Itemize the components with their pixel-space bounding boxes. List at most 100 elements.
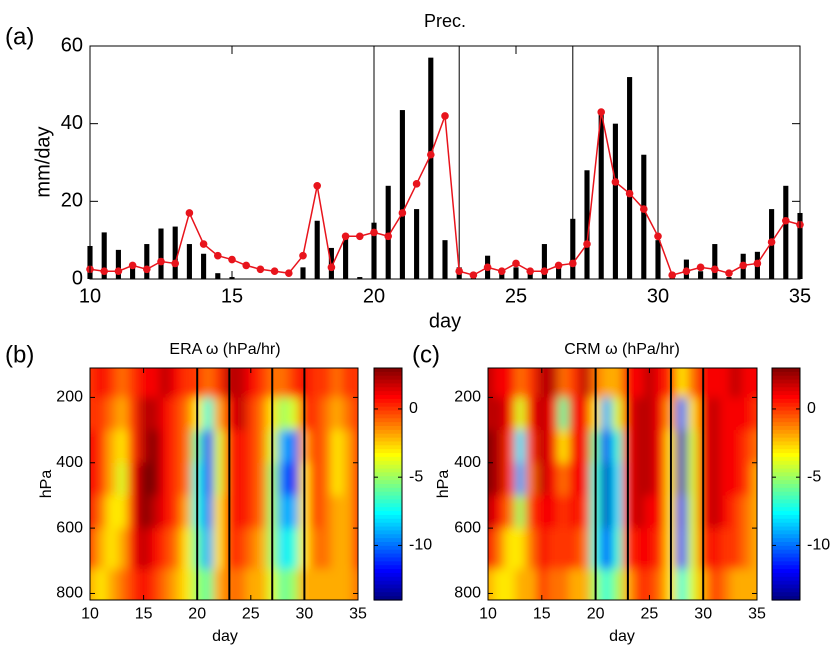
colorbar-segment <box>772 406 800 412</box>
colorbar-segment <box>772 379 800 385</box>
colorbar-segment <box>772 580 800 586</box>
panel-title: ERA ω (hPa/hr) <box>169 341 280 358</box>
colorbar-segment <box>374 449 402 454</box>
colorbar-segment <box>772 538 800 543</box>
colorbar-tick-label: -5 <box>807 468 821 485</box>
contour-cell <box>547 495 559 529</box>
contour-cell <box>159 495 171 529</box>
colorbar-segment <box>772 584 800 589</box>
contour-cell <box>95 397 107 431</box>
contour-cell <box>488 462 494 496</box>
colorbar-frame <box>771 367 801 601</box>
contour-cell <box>687 495 699 529</box>
contour-cell <box>730 462 742 496</box>
contour-cell <box>352 430 358 464</box>
contour-cell <box>708 528 720 570</box>
contour-cell <box>90 397 96 431</box>
contour-cell <box>730 430 742 464</box>
contour-cell <box>277 462 289 496</box>
contour-cell <box>234 368 246 398</box>
colorbar-segment <box>772 456 800 462</box>
contour-cell <box>234 495 246 529</box>
contour-cell <box>352 462 358 496</box>
bar <box>783 185 789 279</box>
colorbar-tick-label: -5 <box>409 468 423 485</box>
bar <box>172 226 178 279</box>
panel-label: (c) <box>412 341 440 368</box>
bar <box>641 154 647 279</box>
contour-cell <box>488 397 494 431</box>
contour-cell <box>234 430 246 464</box>
contour-cell <box>320 368 332 398</box>
colorbar-segment <box>772 507 800 512</box>
colorbar-segment <box>772 530 800 535</box>
line-point <box>242 261 250 270</box>
contour-cell <box>644 495 656 529</box>
contour-cell <box>579 397 591 431</box>
line-point <box>171 259 179 268</box>
contour-cell <box>644 528 656 570</box>
colorbar-segment <box>772 569 800 574</box>
contour-cell <box>256 430 268 464</box>
contour-cell <box>557 528 570 570</box>
bar <box>726 277 732 279</box>
contour-cell <box>687 528 699 570</box>
colorbar-segment <box>772 511 800 516</box>
contour-cell <box>493 430 505 464</box>
colorbar-segment <box>374 542 402 547</box>
colorbar-segment <box>772 545 800 551</box>
contour-cell <box>320 462 332 496</box>
contour-cell <box>309 495 321 529</box>
contour-cell <box>320 495 332 529</box>
contour-cell <box>352 368 358 398</box>
colorbar-segment <box>374 429 402 435</box>
y-tick-label: 600 <box>56 519 83 536</box>
contour-cell <box>633 495 645 529</box>
contour-cell <box>611 495 623 529</box>
contour-cell <box>106 528 118 570</box>
line-point <box>611 178 620 186</box>
contour-cell <box>525 568 537 600</box>
contour-cell <box>127 462 139 496</box>
colorbar-segment <box>772 588 800 593</box>
contour-cell <box>95 430 107 464</box>
x-tick-label: 20 <box>188 606 206 623</box>
x-tick-label: 35 <box>349 606 367 623</box>
contour-cell <box>288 397 300 431</box>
contour-cell <box>90 430 96 464</box>
contour-cell <box>730 495 742 529</box>
contour-cell <box>277 397 289 431</box>
line-point <box>327 263 336 272</box>
contour-cell <box>676 397 688 431</box>
colorbar-segment <box>374 453 402 458</box>
y-tick-label: 400 <box>454 454 481 471</box>
colorbar-segment <box>772 433 800 439</box>
x-tick-label: 20 <box>363 285 385 307</box>
contour-cell <box>90 495 96 529</box>
contour-cell <box>341 528 354 570</box>
contour-cell <box>138 568 150 600</box>
contour-cell <box>202 397 214 431</box>
colorbar-segment <box>772 426 800 431</box>
y-tick-label: 60 <box>61 34 83 56</box>
contour-cell <box>536 568 548 600</box>
contour-cell <box>644 568 656 600</box>
contour-cell <box>170 397 182 431</box>
contour-cell <box>751 368 757 398</box>
contour-cell <box>256 495 268 529</box>
colorbar-segment <box>374 418 402 423</box>
line-point <box>341 232 350 241</box>
x-tick-label: 25 <box>641 606 659 623</box>
contour-cell <box>687 397 699 431</box>
contour-cell <box>740 397 753 431</box>
contour-cell <box>568 495 580 529</box>
colorbar-segment <box>772 549 800 555</box>
contour-cell <box>547 568 559 600</box>
contour-cell <box>568 462 580 496</box>
contour-cell <box>654 528 667 570</box>
colorbar-segment <box>772 371 800 377</box>
colorbar-segment <box>772 464 800 470</box>
contour-cell <box>740 462 753 496</box>
colorbar-segment <box>374 561 402 566</box>
